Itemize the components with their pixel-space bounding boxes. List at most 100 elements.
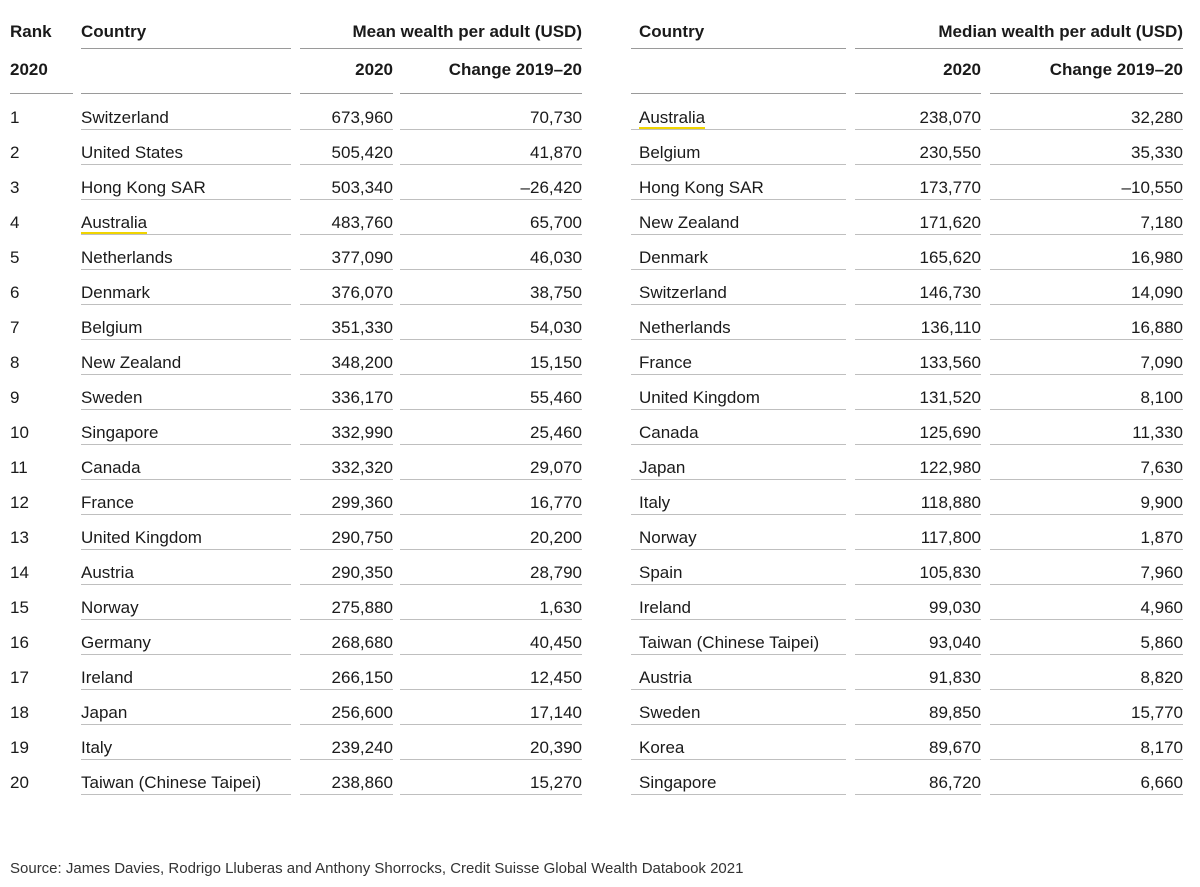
mean-change-cell: 65,700 [530, 213, 582, 232]
row-rule [990, 269, 1183, 270]
row-rule [300, 619, 393, 620]
mean-change-cell: 38,750 [530, 283, 582, 302]
row-rule [81, 549, 291, 550]
row-rule [300, 304, 393, 305]
median-value-cell: 93,040 [929, 633, 981, 652]
median-change-cell: 8,170 [1140, 738, 1183, 757]
row-rule [631, 619, 846, 620]
subheader-rule [631, 93, 846, 94]
median-value-cell: 238,070 [919, 108, 981, 127]
median-country-cell: Taiwan (Chinese Taipei) [639, 633, 820, 652]
row-rule [400, 759, 582, 760]
median-country-cell: Denmark [639, 248, 708, 267]
table-row: 12 France 299,360 16,770 Italy 118,880 9,900 [0, 489, 1200, 524]
header-rule [855, 48, 1183, 49]
row-rule [631, 794, 846, 795]
rank-cell: 18 [10, 703, 29, 722]
row-rule [81, 339, 291, 340]
mean-country-cell: Germany [81, 633, 151, 652]
mean-country-cell: Netherlands [81, 248, 173, 267]
row-rule [990, 129, 1183, 130]
rank-cell: 8 [10, 353, 20, 372]
mean-change-cell: 15,270 [530, 773, 582, 792]
median-change-cell: –10,550 [1121, 178, 1183, 197]
median-change-cell: 11,330 [1132, 423, 1183, 442]
row-rule [855, 479, 981, 480]
mean-change-cell: 70,730 [530, 108, 582, 127]
mean-value-cell: 239,240 [331, 738, 393, 757]
row-rule [300, 129, 393, 130]
highlighted-country-label: Australia [81, 213, 148, 234]
median-change-cell: 16,980 [1131, 248, 1183, 267]
row-rule [81, 654, 291, 655]
median-value-cell: 173,770 [919, 178, 981, 197]
row-rule [400, 479, 582, 480]
row-rule [990, 199, 1183, 200]
mean-country-cell: Australia [81, 211, 291, 235]
mean-change-cell: –26,420 [520, 178, 582, 197]
row-rule [631, 514, 846, 515]
mean-value-cell: 376,070 [331, 283, 393, 302]
row-rule [855, 514, 981, 515]
row-rule [81, 584, 291, 585]
row-rule [300, 794, 393, 795]
table-row: 16 Germany 268,680 40,450 Taiwan (Chinese Ta… [0, 629, 1200, 664]
median-value-cell: 125,690 [919, 423, 981, 442]
row-rule [300, 339, 393, 340]
row-rule [300, 269, 393, 270]
mean-change-cell: 20,390 [530, 738, 582, 757]
median-country-cell: New Zealand [639, 213, 740, 232]
row-rule [855, 724, 981, 725]
median-change-cell: 8,820 [1140, 668, 1183, 687]
median-value-cell: 165,620 [919, 248, 981, 267]
row-rule [855, 619, 981, 620]
row-rule [400, 549, 582, 550]
subheader-rule [990, 93, 1183, 94]
row-rule [300, 164, 393, 165]
rank-cell: 12 [10, 493, 29, 512]
row-rule [855, 234, 981, 235]
median-change-cell: 9,900 [1140, 493, 1183, 512]
row-rule [300, 724, 393, 725]
median-change-cell: 35,330 [1131, 143, 1183, 162]
mean-country-cell: Japan [81, 703, 128, 722]
mean-value-cell: 505,420 [331, 143, 393, 162]
row-rule [855, 794, 981, 795]
table-row: 13 United Kingdom 290,750 20,200 Norway 117,8… [0, 524, 1200, 559]
row-rule [81, 724, 291, 725]
subheader-rule [81, 93, 291, 94]
rank-cell: 7 [10, 318, 20, 337]
median-change-cell: 15,770 [1131, 703, 1183, 722]
mean-change-header: Change 2019–20 [448, 60, 582, 79]
mean-value-cell: 266,150 [331, 668, 393, 687]
row-rule [400, 164, 582, 165]
table-row: 7 Belgium 351,330 54,030 Netherlands 136,110 1… [0, 314, 1200, 349]
row-rule [855, 759, 981, 760]
mean-value-cell: 377,090 [331, 248, 393, 267]
rank-cell: 19 [10, 738, 29, 757]
median-value-cell: 230,550 [919, 143, 981, 162]
row-rule [81, 164, 291, 165]
rank-cell: 17 [10, 668, 29, 687]
mean-change-cell: 25,460 [530, 423, 582, 442]
table-row: 18 Japan 256,600 17,140 Sweden 89,850 15,770 [0, 699, 1200, 734]
mean-value-cell: 348,200 [331, 353, 393, 372]
row-rule [81, 794, 291, 795]
rank-header: Rank [10, 22, 52, 41]
row-rule [81, 479, 291, 480]
median-value-cell: 89,850 [929, 703, 981, 722]
row-rule [300, 444, 393, 445]
mean-value-cell: 332,320 [331, 458, 393, 477]
row-rule [855, 654, 981, 655]
highlighted-country-label: Australia [639, 108, 706, 129]
row-rule [400, 724, 582, 725]
row-rule [400, 584, 582, 585]
row-rule [990, 514, 1183, 515]
rank-cell: 5 [10, 248, 20, 267]
mean-change-cell: 46,030 [530, 248, 582, 267]
mean-change-cell: 17,140 [530, 703, 582, 722]
row-rule [631, 199, 846, 200]
row-rule [990, 724, 1183, 725]
row-rule [990, 164, 1183, 165]
median-value-cell: 122,980 [919, 458, 981, 477]
